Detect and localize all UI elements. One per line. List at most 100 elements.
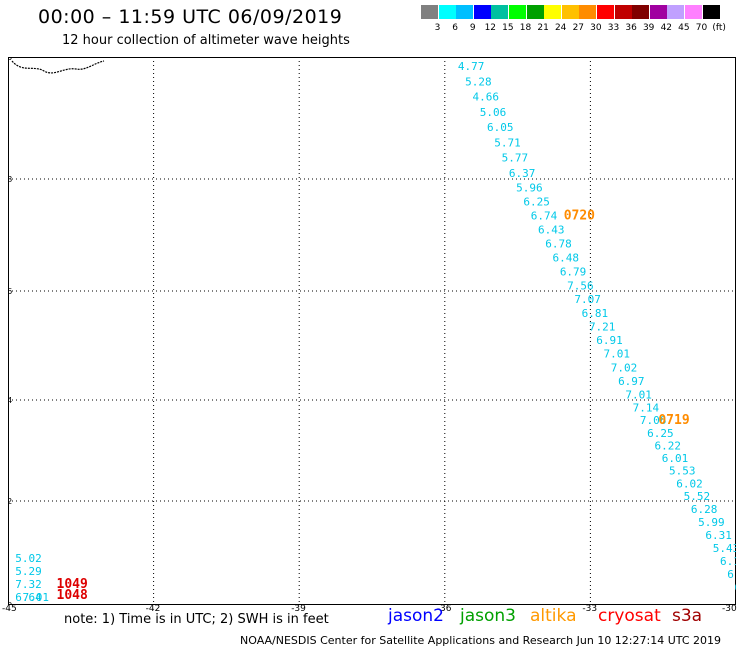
color-scale-label: 6 (452, 23, 458, 33)
color-scale-label: 15 (502, 23, 514, 33)
color-scale-label: 3 (434, 23, 441, 33)
wave-height-label: 6.01 (662, 452, 689, 465)
color-scale-label: 45 (678, 23, 690, 33)
wave-height-label: 5.43 (713, 542, 736, 555)
wave-height-label: 6.79 (560, 265, 587, 278)
wave-height-label: 6.97 (618, 375, 645, 388)
wave-height-label: 5.52 (684, 490, 711, 503)
mission-label-altika: altika (530, 606, 577, 626)
longitude-tick-label: -39 (291, 604, 306, 614)
wave-height-label: 5.96 (516, 181, 543, 194)
color-swatch (526, 5, 544, 19)
mission-label-cryosat: cryosat (598, 606, 661, 626)
wave-height-label: 7.21 (589, 320, 616, 333)
longitude-tick-label: -45 (2, 604, 17, 614)
wave-height-label: 5.02 (15, 552, 42, 565)
color-swatch (597, 5, 614, 19)
latitude-tick-label: 52 (8, 497, 12, 506)
wave-height-label: 6.48 (553, 251, 580, 264)
mission-label-jason2: jason2 (388, 606, 444, 626)
color-scale-label: 33 (607, 23, 620, 33)
latitude-tick-label: 54 (8, 396, 12, 405)
wave-height-label: 7.01 (625, 389, 652, 402)
wave-height-label: 4.66 (472, 91, 499, 104)
wave-height-label: 5.99 (698, 516, 725, 529)
mission-label-jason3: jason3 (460, 606, 516, 626)
color-swatch (649, 5, 667, 19)
wave-height-label: 6.74 (735, 581, 736, 594)
color-scale-label: (ft) (712, 23, 726, 33)
color-swatch (685, 5, 702, 19)
color-scale-label: 24 (554, 23, 567, 33)
credit-line: NOAA/NESDIS Center for Satellite Applica… (240, 634, 722, 647)
color-swatch (438, 5, 456, 19)
color-scale-label: 36 (625, 23, 637, 33)
wave-height-label: 6.25 (647, 427, 674, 440)
wave-height-label: 6.91 (596, 334, 623, 347)
color-swatch (544, 5, 562, 19)
wave-height-label: 6.31 (705, 529, 732, 542)
wave-height-label: 6.78 (545, 237, 572, 250)
longitude-tick-label: -42 (145, 604, 161, 614)
wave-height-label: 7.14 (633, 402, 660, 415)
wave-height-label: 6.43 (538, 223, 565, 236)
wave-height-label: 7.06 (640, 414, 667, 427)
color-swatch (491, 5, 509, 19)
latitude-tick-label: 56 (8, 287, 12, 296)
color-scale-label: 27 (572, 23, 585, 33)
wave-height-label: 6.22 (654, 439, 681, 452)
color-swatch (614, 5, 632, 19)
wave-height-label: 6.29 (727, 568, 736, 581)
wave-height-label: 6.05 (487, 121, 514, 134)
wave-height-label: 6.37 (509, 167, 536, 180)
map-frame (8, 57, 736, 605)
longitude-tick-label: -33 (582, 604, 598, 614)
wave-height-label: 5.29 (15, 565, 42, 578)
wave-height-label: 6.02 (676, 477, 703, 490)
wave-height-label: 6.28 (691, 503, 718, 516)
wave-height-label: 5.53 (669, 465, 696, 478)
color-swatch (473, 5, 491, 19)
wave-height-label: 7.07 (574, 293, 601, 306)
color-swatch (561, 5, 579, 19)
color-scale-label: 12 (484, 23, 497, 33)
wave-height-label: 5.28 (465, 75, 492, 88)
color-scale-label: 70 (695, 23, 708, 33)
pass-time-label: 1049 (57, 577, 88, 592)
pass-time-label: 0720 (564, 208, 595, 223)
color-scale-label: 21 (537, 23, 549, 33)
wave-height-label: 7.01 (604, 348, 631, 361)
color-scale-label: 18 (519, 23, 532, 33)
pass-time-label: 0719 (658, 413, 689, 428)
color-swatch (579, 5, 597, 19)
wave-height-label: 5.77 (502, 152, 528, 165)
wave-height-label: 7.56 (567, 279, 594, 292)
longitude-tick-label: -36 (436, 604, 452, 614)
color-swatch (456, 5, 474, 19)
map-title: 00:00 – 11:59 UTC 06/09/2019 (38, 6, 343, 28)
latitude-tick-label: 58 (8, 175, 12, 184)
map-subtitle: 12 hour collection of altimeter wave hei… (62, 33, 350, 48)
wave-height-label: 7.01 (22, 591, 50, 604)
mission-label-s3a: s3a (672, 606, 703, 626)
color-swatch (667, 5, 685, 19)
footer-note: note: 1) Time is in UTC; 2) SWH is in fe… (64, 612, 329, 627)
wave-height-label: 6.10 (720, 555, 736, 568)
latitude-tick-label: 60 (8, 57, 12, 62)
color-swatch (509, 5, 526, 19)
color-scale-label: 39 (642, 23, 655, 33)
wave-height-label: 7.32 (15, 578, 42, 591)
wave-height-label: 7.02 (611, 361, 638, 374)
wave-height-label: 5.71 (494, 136, 520, 149)
latitude-tick-label: 50 (8, 601, 12, 605)
wave-height-label: 6.25 (523, 195, 550, 208)
color-swatch (421, 5, 438, 19)
coastline (11, 60, 105, 74)
wave-height-label: 6.81 (582, 307, 609, 320)
color-swatch (632, 5, 650, 19)
wave-height-label: 6.64 (15, 591, 42, 604)
pass-time-label: 1048 (56, 588, 88, 603)
color-swatch (702, 5, 720, 19)
wave-height-label: 6.74 (531, 209, 558, 222)
color-scale-label: 9 (469, 23, 476, 33)
